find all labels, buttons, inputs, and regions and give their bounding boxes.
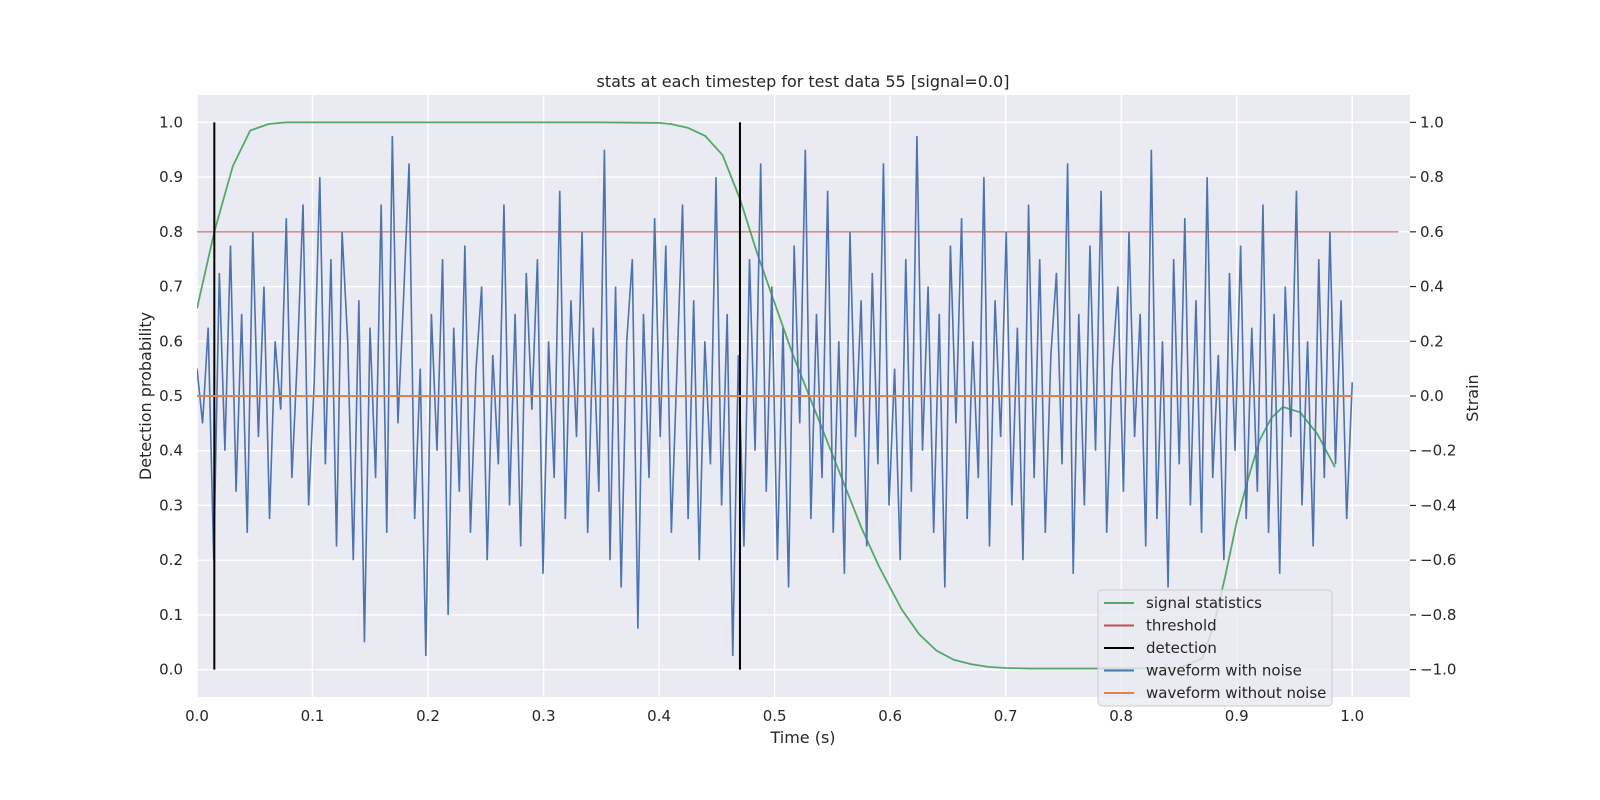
x-tick-label: 0.8: [1109, 707, 1133, 725]
left-y-tick-label: 0.5: [159, 387, 183, 405]
legend-box: [1097, 589, 1333, 707]
left-y-tick-label: 0.4: [159, 442, 183, 460]
left-y-axis-ticks: 0.0 0.1 0.2 0.3 0.4 0.5 0.6 0.7 0.8 0.9 1.0: [159, 113, 183, 678]
right-y-tick-label: −0.6: [1420, 551, 1456, 569]
left-y-tick-label: 0.0: [159, 661, 183, 679]
left-y-tick-label: 0.9: [159, 168, 183, 186]
legend-label: waveform without noise: [1146, 684, 1326, 702]
plot-marks: [197, 121, 1399, 670]
legend-label: threshold: [1146, 617, 1217, 635]
x-tick-label: 0.3: [532, 707, 556, 725]
right-y-tick-label: −0.2: [1420, 442, 1456, 460]
x-tick-label: 0.6: [878, 707, 902, 725]
right-y-axis-title: Strain: [1463, 374, 1482, 421]
legend-label: waveform with noise: [1146, 662, 1302, 680]
right-y-tick-label: −1.0: [1420, 661, 1456, 679]
right-y-axis-ticks: −1.0 −0.8 −0.6 −0.4 −0.2 0.0 0.2 0.4 0.6 0.8 1.0: [1410, 113, 1456, 679]
right-y-tick-label: −0.8: [1420, 606, 1456, 624]
waveform-with-noise-line: [197, 136, 1354, 656]
x-axis-title: Time (s): [769, 728, 835, 747]
x-axis-ticks: 0.0 0.1 0.2 0.3 0.4 0.5 0.6 0.7 0.8 0.9 1.0: [185, 707, 1364, 725]
left-y-tick-label: 1.0: [159, 113, 183, 131]
signal-statistics-line: [197, 121, 1336, 670]
x-tick-label: 0.7: [994, 707, 1018, 725]
left-y-tick-label: 0.8: [159, 223, 183, 241]
x-tick-label: 0.5: [763, 707, 787, 725]
left-y-tick-label: 0.2: [159, 551, 183, 569]
left-y-tick-label: 0.6: [159, 332, 183, 350]
right-y-tick-label: 0.0: [1420, 387, 1444, 405]
left-y-axis-title: Detection probability: [136, 312, 155, 480]
right-y-tick-label: 0.4: [1420, 278, 1444, 296]
x-tick-label: 0.0: [185, 707, 209, 725]
x-tick-label: 0.2: [416, 707, 440, 725]
right-y-tick-label: 0.2: [1420, 332, 1444, 350]
right-y-tick-label: −0.4: [1420, 496, 1456, 514]
chart-title: stats at each timestep for test data 55 …: [597, 72, 1010, 91]
x-tick-label: 0.4: [647, 707, 671, 725]
left-y-tick-label: 0.1: [159, 606, 183, 624]
left-y-tick-label: 0.7: [159, 278, 183, 296]
left-y-tick-label: 0.3: [159, 496, 183, 514]
x-tick-label: 0.1: [301, 707, 325, 725]
x-tick-label: 0.9: [1225, 707, 1249, 725]
legend-label: signal statistics: [1146, 594, 1262, 612]
legend: signal statistics threshold detection wavef…: [1097, 589, 1333, 707]
x-tick-label: 1.0: [1340, 707, 1364, 725]
right-y-tick-label: 0.8: [1420, 168, 1444, 186]
right-y-tick-label: 0.6: [1420, 223, 1444, 241]
legend-label: detection: [1146, 639, 1217, 657]
right-y-tick-label: 1.0: [1420, 113, 1444, 131]
